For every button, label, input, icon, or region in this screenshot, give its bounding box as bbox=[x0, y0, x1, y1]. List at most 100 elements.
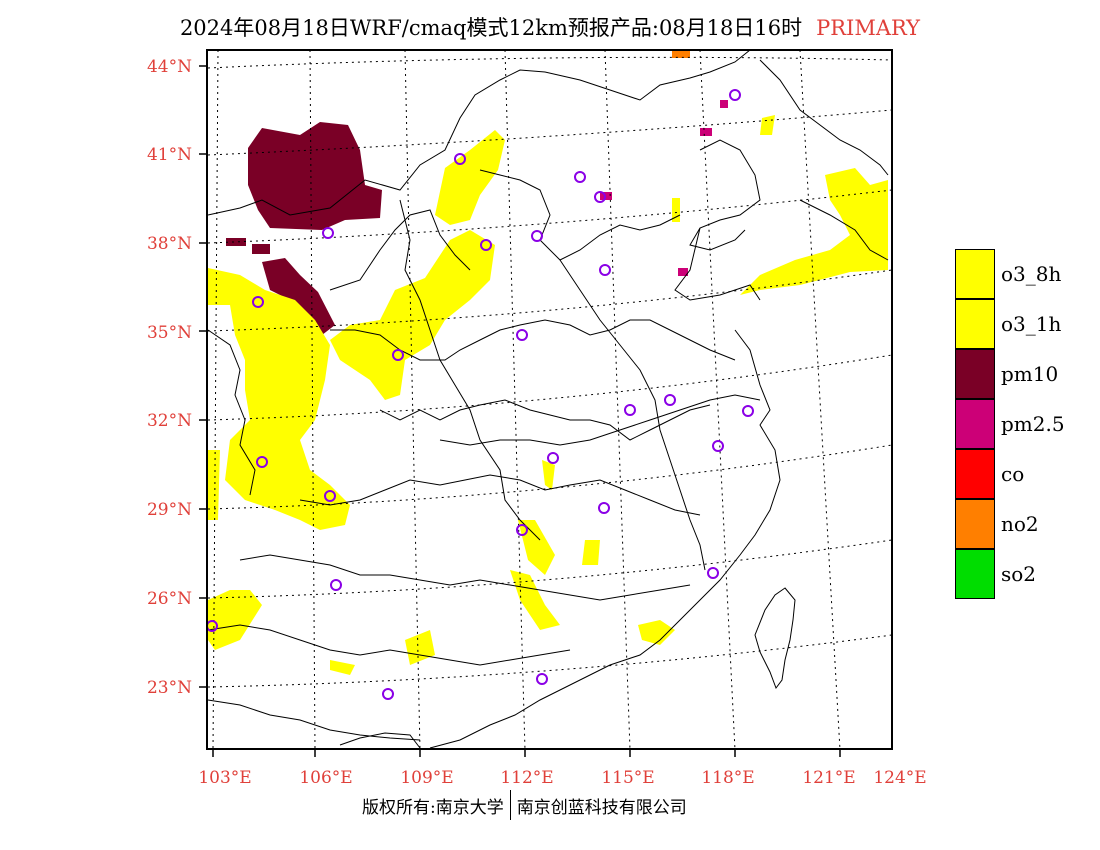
legend-swatch bbox=[955, 548, 995, 599]
pm10-region bbox=[226, 238, 246, 246]
station-marker bbox=[729, 89, 741, 101]
graticule bbox=[207, 49, 893, 751]
boundary-inner-5 bbox=[299, 474, 701, 516]
boundary-south-1 bbox=[207, 624, 571, 666]
boundary-inner-4 bbox=[379, 399, 711, 441]
legend: o3_8h o3_1h pm10 pm2.5 co no2 so2 bbox=[955, 249, 1065, 599]
map-title: 2024年08月18日WRF/cmaq模式12km预报产品:08月18日16时 P… bbox=[0, 12, 1100, 42]
graticule-meridian-103 bbox=[212, 49, 219, 751]
lat-label-35: 35°N bbox=[147, 323, 192, 343]
station-marker bbox=[742, 405, 754, 417]
o3-region bbox=[330, 230, 495, 400]
station-marker bbox=[531, 230, 543, 242]
o3-region bbox=[435, 130, 505, 225]
lat-label-23: 23°N bbox=[147, 678, 192, 698]
legend-label: o3_1h bbox=[1001, 312, 1062, 336]
o3-region bbox=[208, 450, 220, 520]
legend-label: pm10 bbox=[1001, 362, 1059, 386]
pm10-region bbox=[262, 258, 335, 335]
legend-item-o3-8h: o3_8h bbox=[955, 249, 1065, 299]
graticule-meridian-115 bbox=[604, 49, 631, 751]
graticule-meridian-109 bbox=[404, 49, 421, 751]
o3-region bbox=[208, 268, 350, 530]
taiwan-outline bbox=[754, 587, 796, 690]
legend-label: pm2.5 bbox=[1001, 412, 1065, 436]
station-marker bbox=[594, 191, 606, 203]
lat-label-38: 38°N bbox=[147, 234, 192, 254]
copyright-footer: 版权所有:南京大学 南京创蓝科技有限公司 bbox=[362, 790, 687, 820]
legend-swatch bbox=[955, 448, 995, 499]
boundary-mid-east bbox=[559, 259, 706, 571]
boundary-shandong bbox=[674, 227, 761, 301]
boundary-west bbox=[207, 329, 256, 496]
title-tag: PRIMARY bbox=[816, 16, 921, 40]
station-marker bbox=[392, 349, 404, 361]
graticule-meridian-118 bbox=[699, 49, 736, 751]
station-marker bbox=[516, 329, 528, 341]
o3-region bbox=[542, 460, 555, 490]
legend-item-o3-1h: o3_1h bbox=[955, 298, 1065, 349]
lon-label-118: 118°E bbox=[701, 768, 754, 788]
legend-item-pm25: pm2.5 bbox=[955, 398, 1065, 449]
hainan-edge bbox=[339, 732, 421, 749]
pm10-region bbox=[252, 244, 270, 254]
province-boundaries bbox=[207, 49, 889, 749]
boundary-south-2 bbox=[207, 699, 421, 741]
graticule-parallel-44 bbox=[207, 56, 893, 69]
station-marker bbox=[624, 404, 636, 416]
boundary-mid-west bbox=[399, 199, 541, 541]
graticule-parallel-41 bbox=[207, 109, 893, 156]
boundary-inner-3 bbox=[330, 319, 736, 361]
footer-divider bbox=[509, 790, 511, 820]
station-marker bbox=[324, 490, 336, 502]
station-marker bbox=[712, 440, 724, 452]
boundary-northeast bbox=[799, 199, 889, 261]
station-marker bbox=[664, 394, 676, 406]
lon-label-124: 124°E bbox=[873, 768, 926, 788]
pm25-region bbox=[720, 100, 728, 108]
station-marker bbox=[547, 452, 559, 464]
title-main: 2024年08月18日WRF/cmaq模式12km预报产品:08月18日16时 bbox=[179, 16, 803, 40]
lon-label-106: 106°E bbox=[299, 768, 352, 788]
lon-label-109: 109°E bbox=[400, 768, 453, 788]
pm25-region bbox=[678, 268, 688, 276]
graticule-meridian-121 bbox=[799, 49, 841, 751]
station-markers bbox=[206, 89, 754, 700]
legend-swatch bbox=[955, 298, 995, 349]
station-marker bbox=[330, 579, 342, 591]
graticule-meridian-106 bbox=[309, 49, 316, 751]
o3-region bbox=[330, 660, 355, 675]
legend-item-co: co bbox=[955, 448, 1065, 499]
lat-labels: 44°N 41°N 38°N 35°N 32°N 29°N 26°N 23°N bbox=[147, 57, 192, 698]
o3-region bbox=[510, 570, 560, 630]
boundary-bohai bbox=[689, 139, 761, 251]
station-marker bbox=[574, 171, 586, 183]
station-marker bbox=[598, 502, 610, 514]
pm10-region bbox=[248, 122, 382, 230]
boundary-yangtze bbox=[439, 394, 761, 446]
lon-labels: 103°E 106°E 109°E 112°E 115°E 118°E 121°… bbox=[198, 768, 926, 788]
legend-label: o3_8h bbox=[1001, 262, 1062, 286]
o3-region bbox=[760, 115, 775, 135]
boundary-inner-6 bbox=[239, 554, 691, 601]
lat-label-41: 41°N bbox=[147, 145, 192, 165]
station-marker bbox=[256, 456, 268, 468]
o3-region bbox=[582, 540, 600, 565]
legend-swatch bbox=[955, 348, 995, 399]
lat-label-32: 32°N bbox=[147, 411, 192, 431]
footer-copyright: 版权所有:南京大学 bbox=[362, 797, 504, 818]
lon-label-112: 112°E bbox=[500, 768, 553, 788]
station-marker bbox=[252, 296, 264, 308]
station-marker bbox=[322, 227, 334, 239]
map-frame bbox=[206, 49, 893, 750]
boundary-inner-1 bbox=[329, 209, 471, 291]
legend-item-no2: no2 bbox=[955, 498, 1065, 549]
legend-label: no2 bbox=[1001, 512, 1039, 536]
footer-company: 南京创蓝科技有限公司 bbox=[516, 797, 687, 818]
tick-marks bbox=[199, 65, 841, 757]
station-marker bbox=[382, 688, 394, 700]
legend-item-so2: so2 bbox=[955, 548, 1065, 599]
legend-swatch bbox=[955, 249, 995, 299]
graticule-parallel-32 bbox=[207, 354, 893, 421]
